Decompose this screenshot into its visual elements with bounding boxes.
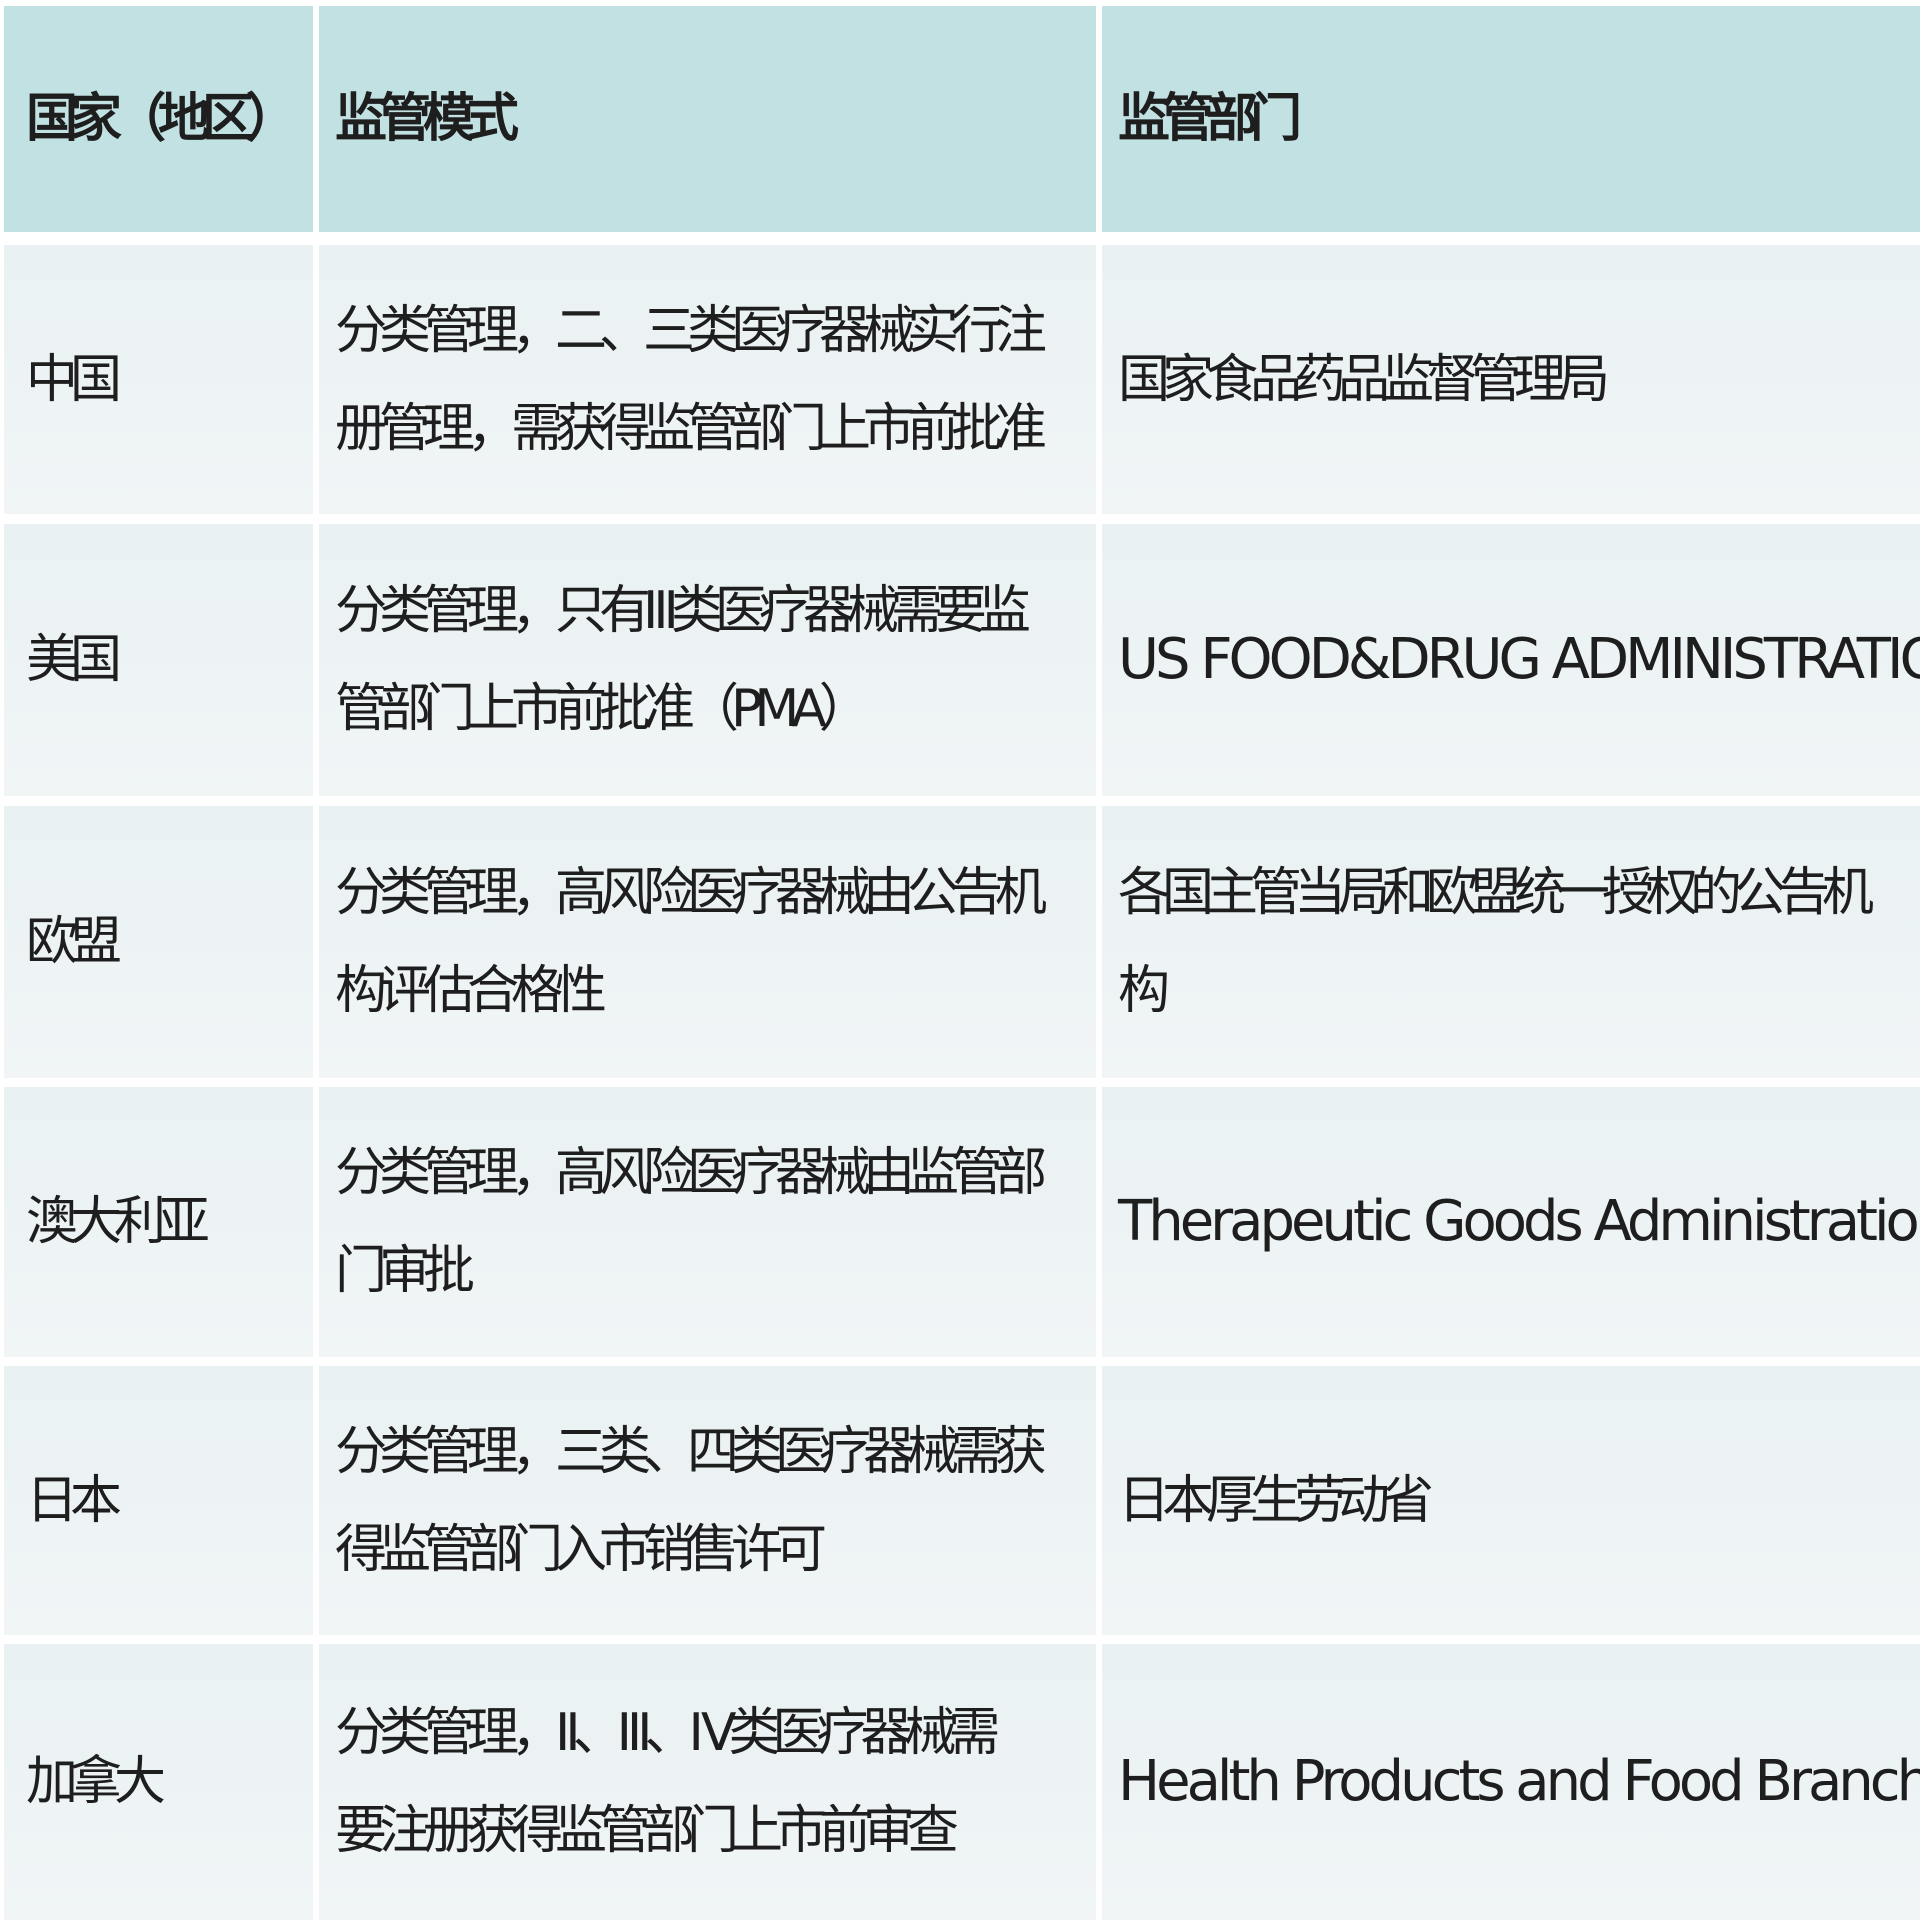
cell-text: 国家食品药品监督管理局 bbox=[1118, 349, 1610, 410]
cell-mode: 分类管理，只有Ⅲ类医疗器械需要监 管部门上市前批准（PMA） bbox=[319, 524, 1096, 796]
header-dept: 监管部门 bbox=[1102, 6, 1920, 232]
cell-dept: 国家食品药品监督管理局 bbox=[1102, 245, 1920, 514]
header-label: 监管模式 bbox=[335, 89, 519, 149]
cell-text: 要注册获得监管部门上市前审查 bbox=[335, 1801, 959, 1861]
cell-dept: 各国主管当局和欧盟统一授权的公告机构 bbox=[1102, 806, 1920, 1078]
cell-mode: 分类管理，三类、四类医疗器械需获 得监管部门入市销售许可 bbox=[319, 1366, 1096, 1635]
cell-dept: Health Products and Food Branch bbox=[1102, 1644, 1920, 1920]
table-row: 加拿大 分类管理，Ⅱ、Ⅲ、Ⅳ类医疗器械需 要注册获得监管部门上市前审查 Health … bbox=[0, 1644, 1920, 1920]
cell-mode: 分类管理，二、三类医疗器械实行注 册管理，需获得监管部门上市前批准 bbox=[319, 245, 1096, 514]
table-row: 澳大利亚 分类管理，高风险医疗器械由监管部 门审批 Therapeutic Goods… bbox=[0, 1087, 1920, 1357]
cell-text: 分类管理，只有Ⅲ类医疗器械需要监 bbox=[335, 581, 1031, 641]
cell-mode: 分类管理，高风险医疗器械由公告机 构评估合格性 bbox=[319, 806, 1096, 1078]
table-row: 中国 分类管理，二、三类医疗器械实行注 册管理，需获得监管部门上市前批准 国家食品药品… bbox=[0, 245, 1920, 514]
table-row: 欧盟 分类管理，高风险医疗器械由公告机 构评估合格性 各国主管当局和欧盟统一授权的公告… bbox=[0, 806, 1920, 1078]
cell-text: 澳大利亚 bbox=[26, 1192, 210, 1252]
cell-text: 分类管理，Ⅱ、Ⅲ、Ⅳ类医疗器械需 bbox=[335, 1703, 1000, 1763]
header-country: 国家（地区） bbox=[4, 6, 313, 232]
header-label: 国家（地区） bbox=[26, 89, 298, 149]
cell-text: 日本 bbox=[26, 1470, 122, 1531]
cell-text: 得监管部门入市销售许可 bbox=[335, 1519, 827, 1580]
cell-text: Therapeutic Goods Administration bbox=[1118, 1189, 1920, 1254]
cell-text: 美国 bbox=[26, 630, 122, 690]
cell-mode: 分类管理，Ⅱ、Ⅲ、Ⅳ类医疗器械需 要注册获得监管部门上市前审查 bbox=[319, 1644, 1096, 1920]
header-label: 监管部门 bbox=[1118, 89, 1302, 149]
cell-text: 册管理，需获得监管部门上市前批准 bbox=[335, 398, 1047, 459]
cell-country: 日本 bbox=[4, 1366, 313, 1635]
cell-country: 欧盟 bbox=[4, 806, 313, 1078]
cell-text: 各国主管当局和欧盟统一授权的公告机 bbox=[1118, 863, 1874, 923]
cell-text: 中国 bbox=[26, 349, 122, 410]
cell-mode: 分类管理，高风险医疗器械由监管部 门审批 bbox=[319, 1087, 1096, 1357]
cell-text: 构 bbox=[1118, 961, 1170, 1021]
table-header-row: 国家（地区） 监管模式 监管部门 bbox=[0, 6, 1920, 232]
table-row: 日本 分类管理，三类、四类医疗器械需获 得监管部门入市销售许可 日本厚生劳动省 bbox=[0, 1366, 1920, 1635]
cell-dept: 日本厚生劳动省 bbox=[1102, 1366, 1920, 1635]
table-row: 美国 分类管理，只有Ⅲ类医疗器械需要监 管部门上市前批准（PMA） US FOOD&D… bbox=[0, 524, 1920, 796]
cell-country: 澳大利亚 bbox=[4, 1087, 313, 1357]
cell-text: 管部门上市前批准（PMA） bbox=[335, 679, 871, 739]
header-mode: 监管模式 bbox=[319, 6, 1096, 232]
cell-country: 美国 bbox=[4, 524, 313, 796]
cell-dept: US FOOD&DRUG ADMINISTRATION bbox=[1102, 524, 1920, 796]
cell-text: Health Products and Food Branch bbox=[1118, 1749, 1920, 1814]
cell-text: 门审批 bbox=[335, 1241, 475, 1301]
cell-text: 欧盟 bbox=[26, 912, 122, 972]
cell-text: 日本厚生劳动省 bbox=[1118, 1470, 1434, 1531]
cell-dept: Therapeutic Goods Administration bbox=[1102, 1087, 1920, 1357]
cell-country: 加拿大 bbox=[4, 1644, 313, 1920]
cell-text: 分类管理，二、三类医疗器械实行注 bbox=[335, 300, 1047, 361]
cell-text: 构评估合格性 bbox=[335, 961, 607, 1021]
cell-country: 中国 bbox=[4, 245, 313, 514]
cell-text: 分类管理，高风险医疗器械由公告机 bbox=[335, 863, 1047, 923]
cell-text: 分类管理，高风险医疗器械由监管部 bbox=[335, 1143, 1047, 1203]
cell-text: 分类管理，三类、四类医疗器械需获 bbox=[335, 1421, 1047, 1482]
cell-text: US FOOD&DRUG ADMINISTRATION bbox=[1118, 627, 1920, 692]
cell-text: 加拿大 bbox=[26, 1752, 166, 1812]
